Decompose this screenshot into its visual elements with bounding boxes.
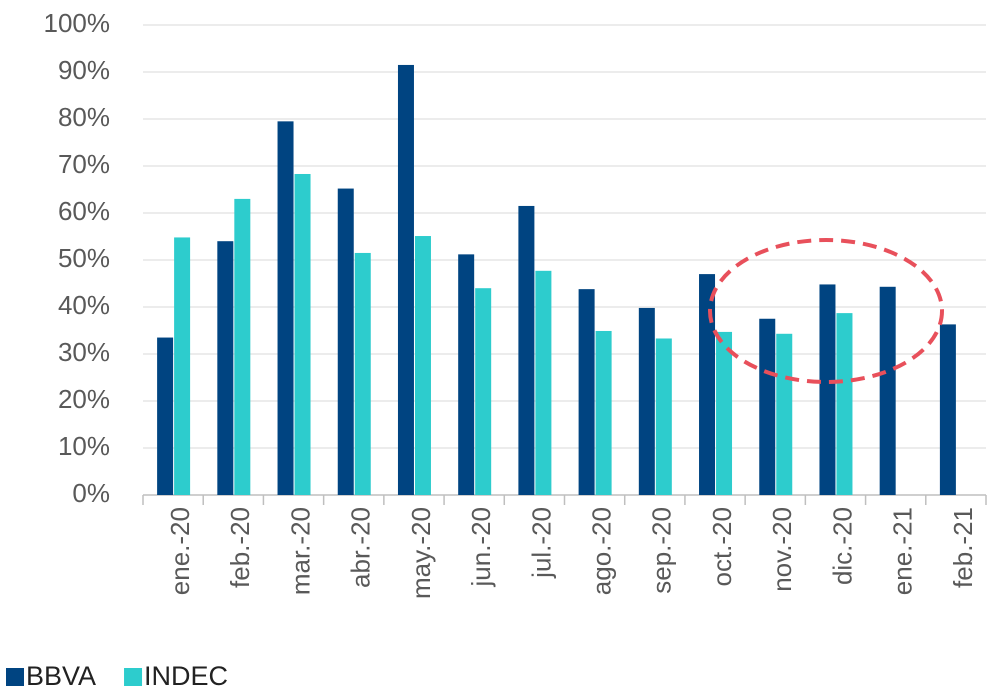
y-tick-label: 20%: [58, 384, 110, 414]
bar: [699, 274, 716, 495]
bar: [776, 333, 793, 495]
legend-label: BBVA: [26, 661, 96, 691]
y-tick-label: 30%: [58, 337, 110, 367]
legend-label: INDEC: [144, 661, 228, 691]
y-tick-label: 50%: [58, 243, 110, 273]
bar: [458, 254, 475, 495]
x-tick-label: abr.-20: [346, 507, 376, 588]
x-tick-label: jun.-20: [466, 507, 496, 587]
y-tick-label: 100%: [44, 8, 111, 38]
legend-swatch: [6, 668, 24, 686]
bar: [294, 173, 311, 496]
bar: [518, 205, 535, 495]
bar: [879, 286, 896, 495]
y-tick-label: 80%: [58, 102, 110, 132]
bar: [354, 252, 371, 495]
bar: [217, 241, 234, 495]
x-tick-label: nov.-20: [767, 507, 797, 592]
bar: [234, 198, 251, 495]
bar: [397, 64, 414, 495]
y-tick-label: 70%: [58, 149, 110, 179]
highlight-ellipse: [708, 238, 944, 384]
x-tick-label: dic.-20: [827, 507, 857, 585]
bar: [578, 289, 595, 495]
y-tick-label: 40%: [58, 290, 110, 320]
bar: [337, 188, 354, 495]
bar: [277, 121, 294, 495]
legend-swatch: [124, 668, 143, 686]
bar: [819, 284, 836, 495]
x-tick-label: feb.-20: [225, 507, 255, 588]
x-tick-label: ene.-20: [165, 507, 195, 595]
bar: [157, 337, 174, 495]
x-tick-label: oct.-20: [707, 507, 737, 587]
x-tick-label: feb.-21: [948, 507, 978, 588]
x-tick-label: sep.-20: [647, 507, 677, 594]
x-tick-label: ago.-20: [586, 507, 616, 595]
x-tick-label: may.-20: [406, 507, 436, 599]
bar: [655, 338, 672, 495]
bar: [939, 324, 956, 495]
bar: [759, 318, 776, 495]
bar: [595, 330, 612, 495]
bar: [174, 237, 191, 495]
bar: [475, 288, 492, 495]
y-tick-label: 0%: [72, 478, 110, 508]
x-tick-label: mar.-20: [285, 507, 315, 595]
bar: [716, 331, 733, 495]
y-tick-label: 10%: [58, 431, 110, 461]
y-tick-label: 90%: [58, 55, 110, 85]
bar: [535, 270, 552, 495]
y-tick-label: 60%: [58, 196, 110, 226]
x-tick-label: ene.-21: [888, 507, 918, 595]
x-tick-label: jul.-20: [526, 507, 556, 579]
bar: [414, 236, 431, 495]
bar: [638, 307, 655, 495]
bar: [836, 313, 853, 495]
